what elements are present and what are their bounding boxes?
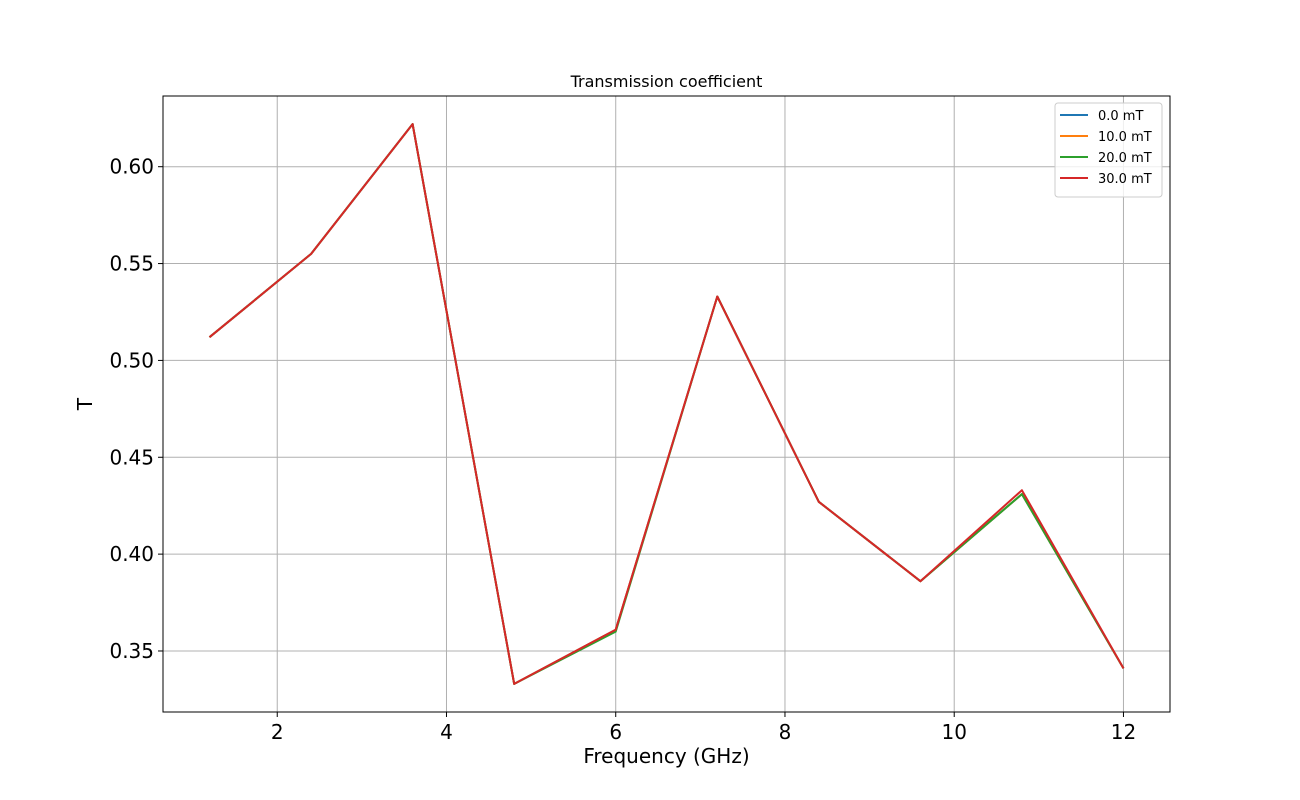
x-tick-label: 8 <box>779 720 792 744</box>
x-axis-label: Frequency (GHz) <box>583 744 749 768</box>
y-tick-label: 0.60 <box>109 155 154 179</box>
x-tick-label: 4 <box>440 720 453 744</box>
y-tick-label: 0.35 <box>109 639 154 663</box>
y-tick-label: 0.55 <box>109 252 154 276</box>
legend-label-2: 10.0 mT <box>1098 130 1152 145</box>
grid-layer <box>163 96 1170 712</box>
chart-title: Transmission coefficient <box>570 72 763 91</box>
y-tick-label: 0.40 <box>109 542 154 566</box>
x-tick-label: 2 <box>271 720 284 744</box>
tick-layer: 2 4 6 8 10 12 0.35 0.40 0.45 0.50 0.55 0.60 <box>109 155 1136 744</box>
plot-frame <box>162 95 1171 713</box>
legend-label-4: 30.0 mT <box>1098 172 1152 187</box>
y-tick-label: 0.50 <box>109 348 154 372</box>
y-axis-label: T <box>73 397 97 411</box>
x-tick-label: 10 <box>941 720 966 744</box>
legend-label-1: 0.0 mT <box>1098 109 1143 124</box>
series-layer <box>208 123 1125 685</box>
legend-label-3: 20.0 mT <box>1098 151 1152 166</box>
x-tick-label: 6 <box>609 720 622 744</box>
y-tick-label: 0.45 <box>109 445 154 469</box>
series-line-4 <box>208 123 1125 685</box>
x-tick-label: 12 <box>1111 720 1136 744</box>
legend-box <box>1054 102 1163 198</box>
legend: 0.0 mT 10.0 mT 20.0 mT 30.0 mT <box>1054 102 1163 198</box>
